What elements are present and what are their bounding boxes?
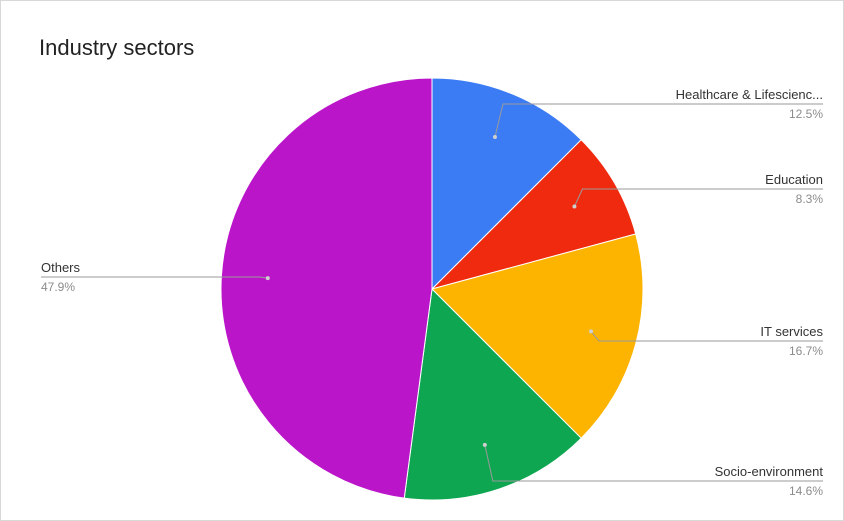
leader-line bbox=[590, 331, 823, 342]
slice-percent: 8.3% bbox=[796, 192, 824, 206]
slice-name: Others bbox=[41, 260, 81, 275]
pie-slice-education[interactable] bbox=[430, 139, 637, 290]
slice-label-healthcare-lifescienc: Healthcare & Lifescienc... 12.5% bbox=[492, 87, 823, 139]
leader-line bbox=[484, 444, 823, 482]
slice-label-others: Others 47.9% bbox=[41, 260, 270, 294]
slice-name: Education bbox=[765, 172, 823, 187]
chart-title: Industry sectors bbox=[39, 35, 195, 60]
leader-line bbox=[494, 103, 823, 138]
slice-percent: 16.7% bbox=[789, 344, 823, 358]
leader-dot bbox=[492, 134, 497, 139]
pie-slice-socio-environment[interactable] bbox=[403, 287, 582, 501]
leader-line bbox=[573, 188, 823, 207]
slice-name: IT services bbox=[760, 324, 823, 339]
pie-slice-healthcare-lifescienc[interactable] bbox=[431, 77, 582, 291]
slice-label-it-services: IT services 16.7% bbox=[589, 324, 823, 358]
pie-slice-others[interactable] bbox=[220, 77, 433, 499]
leader-dot bbox=[572, 204, 577, 209]
leader-line bbox=[41, 276, 268, 279]
slice-percent: 12.5% bbox=[789, 107, 823, 121]
pie-slice-it-services[interactable] bbox=[431, 233, 644, 439]
slice-percent: 47.9% bbox=[41, 280, 75, 294]
slice-name: Socio-environment bbox=[715, 464, 824, 479]
leader-dot bbox=[589, 329, 594, 334]
leader-dot bbox=[482, 442, 487, 447]
slice-label-education: Education 8.3% bbox=[572, 172, 823, 209]
slice-name: Healthcare & Lifescienc... bbox=[676, 87, 823, 102]
slice-label-socio-environment: Socio-environment 14.6% bbox=[482, 442, 824, 498]
slice-percent: 14.6% bbox=[789, 484, 823, 498]
leader-dot bbox=[265, 276, 270, 281]
